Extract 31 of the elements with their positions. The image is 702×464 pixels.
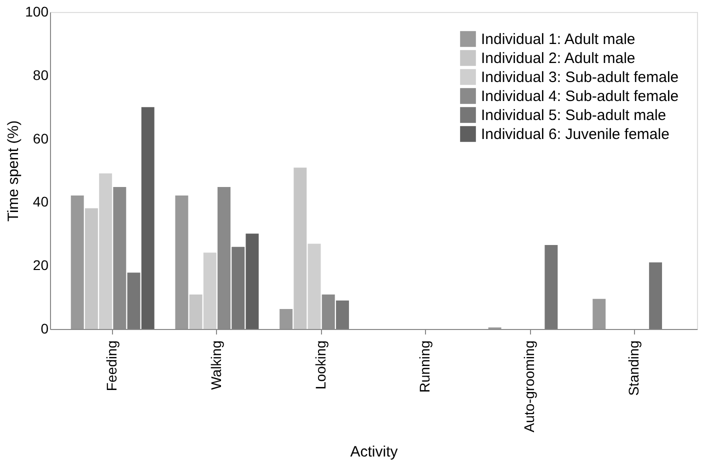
bar: [127, 272, 140, 329]
x-tick-label: Walking: [208, 340, 224, 390]
legend-label: Individual 5: Sub-adult male: [481, 107, 666, 124]
y-tick-label: 80: [32, 66, 49, 83]
bar: [336, 300, 349, 329]
y-axis-title: Time spent (%): [5, 120, 22, 222]
x-tick-label: Running: [416, 340, 433, 393]
x-axis-title: Activity: [350, 443, 398, 460]
bar: [141, 107, 154, 329]
y-tick-label: 60: [32, 130, 49, 146]
bar: [70, 196, 84, 329]
x-tick-label: Standing: [625, 340, 642, 396]
bar: [280, 309, 293, 329]
bar: [544, 244, 558, 329]
x-tick-label: Feeding: [104, 340, 120, 392]
bar: [592, 298, 606, 329]
legend-label: Individual 3: Sub-adult female: [481, 69, 679, 86]
bar: [232, 246, 245, 329]
x-tick-label: Auto-grooming: [521, 340, 538, 432]
bar: [246, 234, 259, 329]
legend-label: Individual 1: Adult male: [481, 31, 636, 48]
y-tick-label: 0: [40, 320, 49, 336]
bar: [175, 196, 188, 329]
legend-label: Individual 4: Sub-adult female: [481, 88, 679, 105]
bar: [649, 262, 662, 329]
legend-label: Individual 6: Juvenile female: [481, 126, 670, 143]
y-tick-label: 100: [25, 4, 49, 20]
legend-label: Individual 2: Adult male: [481, 50, 636, 67]
y-tick-label: 20: [32, 257, 49, 274]
y-tick-label: 40: [32, 194, 49, 210]
x-tick-label: Looking: [312, 340, 328, 390]
